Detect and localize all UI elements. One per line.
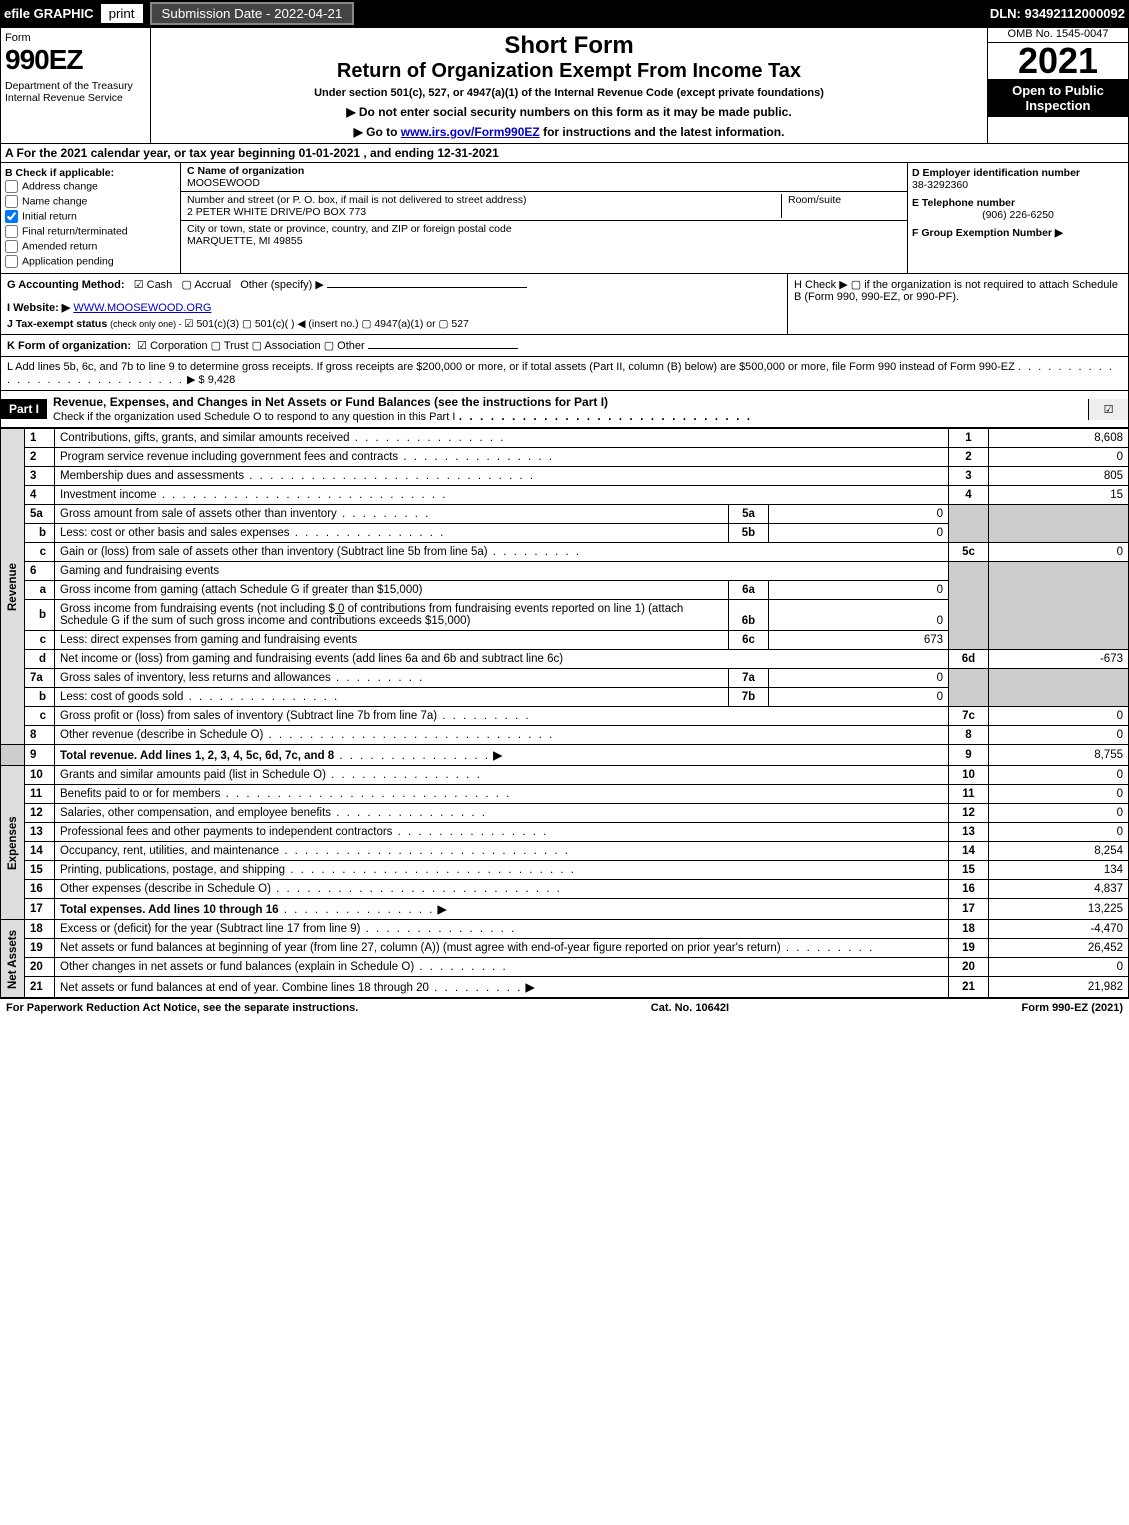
l-amount: ▶ $ 9,428: [187, 374, 235, 386]
org-city: MARQUETTE, MI 49855: [187, 235, 512, 247]
title-main: Short Form: [155, 32, 983, 60]
section-a: A For the 2021 calendar year, or tax yea…: [0, 144, 1129, 163]
dln-label: DLN: 93492112000092: [990, 6, 1125, 21]
phone-block: E Telephone number (906) 226-6250: [912, 197, 1124, 221]
line-18-value: -4,470: [989, 920, 1129, 939]
ein-value: 38-3292360: [912, 179, 1124, 191]
paperwork-notice: For Paperwork Reduction Act Notice, see …: [6, 1002, 358, 1014]
line-5c-value: 0: [989, 543, 1129, 562]
line-13-value: 0: [989, 823, 1129, 842]
part-i-label: Part I: [1, 399, 47, 419]
irs-link[interactable]: www.irs.gov/Form990EZ: [401, 125, 540, 139]
year-cell: OMB No. 1545-0047 2021 Open to Public In…: [988, 28, 1128, 143]
expenses-tab: Expenses: [1, 766, 25, 920]
line-6b-value: 0: [769, 600, 949, 631]
ein-block: D Employer identification number 38-3292…: [912, 167, 1124, 191]
note-ssn: ▶ Do not enter social security numbers o…: [155, 105, 983, 119]
chk-name-change[interactable]: Name change: [5, 194, 176, 209]
org-street: 2 PETER WHITE DRIVE/PO BOX 773: [187, 206, 781, 218]
line-14-value: 8,254: [989, 842, 1129, 861]
group-exempt-block: F Group Exemption Number ▶: [912, 227, 1124, 239]
form-ref: Form 990-EZ (2021): [1022, 1002, 1124, 1014]
form-word: Form: [5, 32, 146, 44]
submission-date-button[interactable]: Submission Date - 2022-04-21: [150, 2, 355, 25]
room-suite: Room/suite: [781, 194, 901, 218]
chk-final-return[interactable]: Final return/terminated: [5, 224, 176, 239]
part-i-title: Revenue, Expenses, and Changes in Net As…: [47, 391, 1088, 427]
g-row: G Accounting Method: ☑ Cash ▢ Accrual Ot…: [7, 278, 781, 291]
line-3-value: 805: [989, 467, 1129, 486]
chk-initial-return[interactable]: Initial return: [5, 209, 176, 224]
part-i-checkbox[interactable]: ☑: [1088, 399, 1128, 420]
line-15-value: 134: [989, 861, 1129, 880]
tax-year: 2021: [988, 43, 1128, 79]
line-4-value: 15: [989, 486, 1129, 505]
j-row: J Tax-exempt status (check only one) - ☑…: [7, 318, 781, 330]
org-name: MOOSEWOOD: [187, 177, 310, 189]
col-def: D Employer identification number 38-3292…: [908, 163, 1128, 273]
line-16-value: 4,837: [989, 880, 1129, 899]
chk-amended[interactable]: Amended return: [5, 239, 176, 254]
section-gh: G Accounting Method: ☑ Cash ▢ Accrual Ot…: [0, 274, 1129, 335]
subtitle: Under section 501(c), 527, or 4947(a)(1)…: [155, 87, 983, 99]
org-city-row: City or town, state or province, country…: [181, 221, 907, 249]
efile-label: efile GRAPHIC: [4, 6, 94, 21]
org-addr-row: Number and street (or P. O. box, if mail…: [181, 192, 907, 221]
phone-value: (906) 226-6250: [912, 209, 1124, 221]
chk-address-change[interactable]: Address change: [5, 179, 176, 194]
line-6a-value: 0: [769, 581, 949, 600]
line-9-value: 8,755: [989, 745, 1129, 766]
col-c: C Name of organization MOOSEWOOD Number …: [181, 163, 908, 273]
netassets-tab: Net Assets: [1, 920, 25, 998]
line-11-value: 0: [989, 785, 1129, 804]
print-button[interactable]: print: [100, 3, 144, 24]
line-17-value: 13,225: [989, 899, 1129, 920]
form-header: Form 990EZ Department of the Treasury In…: [0, 27, 1129, 144]
line-8-value: 0: [989, 726, 1129, 745]
line-5a-value: 0: [769, 505, 949, 524]
line-2-value: 0: [989, 448, 1129, 467]
line-7b-value: 0: [769, 688, 949, 707]
section-bcdef: B Check if applicable: Address change Na…: [0, 163, 1129, 274]
line-19-value: 26,452: [989, 939, 1129, 958]
line-10-value: 0: [989, 766, 1129, 785]
note-goto: ▶ Go to www.irs.gov/Form990EZ for instru…: [155, 125, 983, 139]
top-bar: efile GRAPHIC print Submission Date - 20…: [0, 0, 1129, 27]
form-number: 990EZ: [5, 44, 146, 76]
dept-label: Department of the Treasury Internal Reve…: [5, 80, 146, 104]
line-7a-value: 0: [769, 669, 949, 688]
k-row: K Form of organization: ☑ Corporation ▢ …: [0, 335, 1129, 357]
line-5b-value: 0: [769, 524, 949, 543]
i-row: I Website: ▶ WWW.MOOSEWOOD.ORG: [7, 301, 781, 314]
inspection-label: Open to Public Inspection: [988, 79, 1128, 117]
col-gij: G Accounting Method: ☑ Cash ▢ Accrual Ot…: [1, 274, 788, 334]
org-name-row: C Name of organization MOOSEWOOD: [181, 163, 907, 192]
col-b: B Check if applicable: Address change Na…: [1, 163, 181, 273]
title-sub: Return of Organization Exempt From Incom…: [155, 60, 983, 83]
website-link[interactable]: WWW.MOOSEWOOD.ORG: [73, 302, 211, 314]
line-7c-value: 0: [989, 707, 1129, 726]
chk-app-pending[interactable]: Application pending: [5, 254, 176, 269]
l-row: L Add lines 5b, 6c, and 7b to line 9 to …: [0, 357, 1129, 391]
line-6c-value: 673: [769, 631, 949, 650]
page-footer: For Paperwork Reduction Act Notice, see …: [0, 998, 1129, 1017]
line-6d-value: -673: [989, 650, 1129, 669]
cat-no: Cat. No. 10642I: [651, 1002, 729, 1014]
line-1-value: 8,608: [989, 429, 1129, 448]
line-12-value: 0: [989, 804, 1129, 823]
form-id-cell: Form 990EZ Department of the Treasury In…: [1, 28, 151, 143]
revenue-tab: Revenue: [1, 429, 25, 745]
h-row: H Check ▶ ▢ if the organization is not r…: [788, 274, 1128, 334]
revenue-group: Revenue 1 Contributions, gifts, grants, …: [1, 429, 1129, 448]
line-21-value: 21,982: [989, 977, 1129, 998]
lines-table: Revenue 1 Contributions, gifts, grants, …: [0, 428, 1129, 998]
line-20-value: 0: [989, 958, 1129, 977]
part-i-header: Part I Revenue, Expenses, and Changes in…: [0, 391, 1129, 428]
title-cell: Short Form Return of Organization Exempt…: [151, 28, 988, 143]
b-label: B Check if applicable:: [5, 167, 176, 179]
